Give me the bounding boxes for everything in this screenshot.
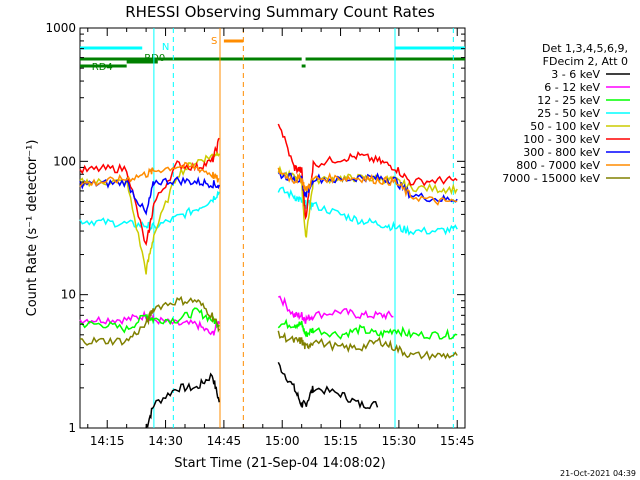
x-tick-label: 14:30 <box>148 434 183 448</box>
series-line <box>277 318 458 340</box>
bar-label-rd0: RD0 <box>144 53 165 64</box>
series-line <box>79 190 220 231</box>
series-line <box>145 372 220 429</box>
legend-header: Det 1,3,4,5,6,9, <box>542 42 628 55</box>
series-line <box>79 161 220 188</box>
legend-entry-label: 25 - 50 keV <box>537 107 600 120</box>
x-tick-label: 15:00 <box>265 434 300 448</box>
legend-entry-label: 7000 - 15000 keV <box>502 172 600 185</box>
series-lines <box>79 123 458 429</box>
bar-label-s: S <box>211 36 217 47</box>
legend-entry-label: 12 - 25 keV <box>537 94 600 107</box>
series-line <box>79 176 220 216</box>
axes: 1 10 100 1000 14:15 14:30 14:45 15:00 15:15 15:30… <box>45 21 474 448</box>
x-tick-label: 15:15 <box>323 434 358 448</box>
series-line <box>278 295 394 325</box>
legend-header: FDecim 2, Att 0 <box>543 55 628 68</box>
series-line <box>277 167 458 206</box>
series-line <box>79 307 220 334</box>
series-line <box>79 151 220 275</box>
x-tick-label: 15:30 <box>382 434 417 448</box>
bar-label-rd4: RD4 <box>92 62 113 73</box>
footer-timestamp: 21-Oct-2021 04:39 <box>560 469 636 478</box>
series-line <box>277 123 458 221</box>
legend-entry-label: 3 - 6 keV <box>551 68 600 81</box>
legend-entry-label: 100 - 300 keV <box>523 133 600 146</box>
legend-entry-label: 50 - 100 keV <box>530 120 600 133</box>
y-axis-label: Count Rate (s⁻¹ detector⁻¹) <box>25 140 40 317</box>
x-axis-label: Start Time (21-Sep-04 14:08:02) <box>174 456 385 471</box>
legend-entry-label: 800 - 7000 keV <box>516 159 600 172</box>
x-tick-label: 15:45 <box>440 434 475 448</box>
series-line <box>277 330 458 361</box>
y-tick-label: 1000 <box>45 21 76 35</box>
x-tick-label: 14:45 <box>207 434 242 448</box>
chart-title: RHESSI Observing Summary Count Rates <box>125 3 435 21</box>
bar-label-n: N <box>162 42 169 53</box>
legend-entry-label: 300 - 800 keV <box>523 146 600 159</box>
legend-entry-label: 6 - 12 keV <box>544 81 600 94</box>
legend: Det 1,3,4,5,6,9,FDecim 2, Att 03 - 6 keV… <box>502 42 630 185</box>
series-line <box>79 295 220 347</box>
y-tick-label: 1 <box>68 421 76 435</box>
series-line <box>277 361 379 410</box>
series-line <box>277 186 458 236</box>
series-line <box>79 137 220 247</box>
x-tick-label: 14:15 <box>90 434 125 448</box>
y-tick-label: 100 <box>53 154 76 168</box>
y-tick-label: 10 <box>61 288 76 302</box>
